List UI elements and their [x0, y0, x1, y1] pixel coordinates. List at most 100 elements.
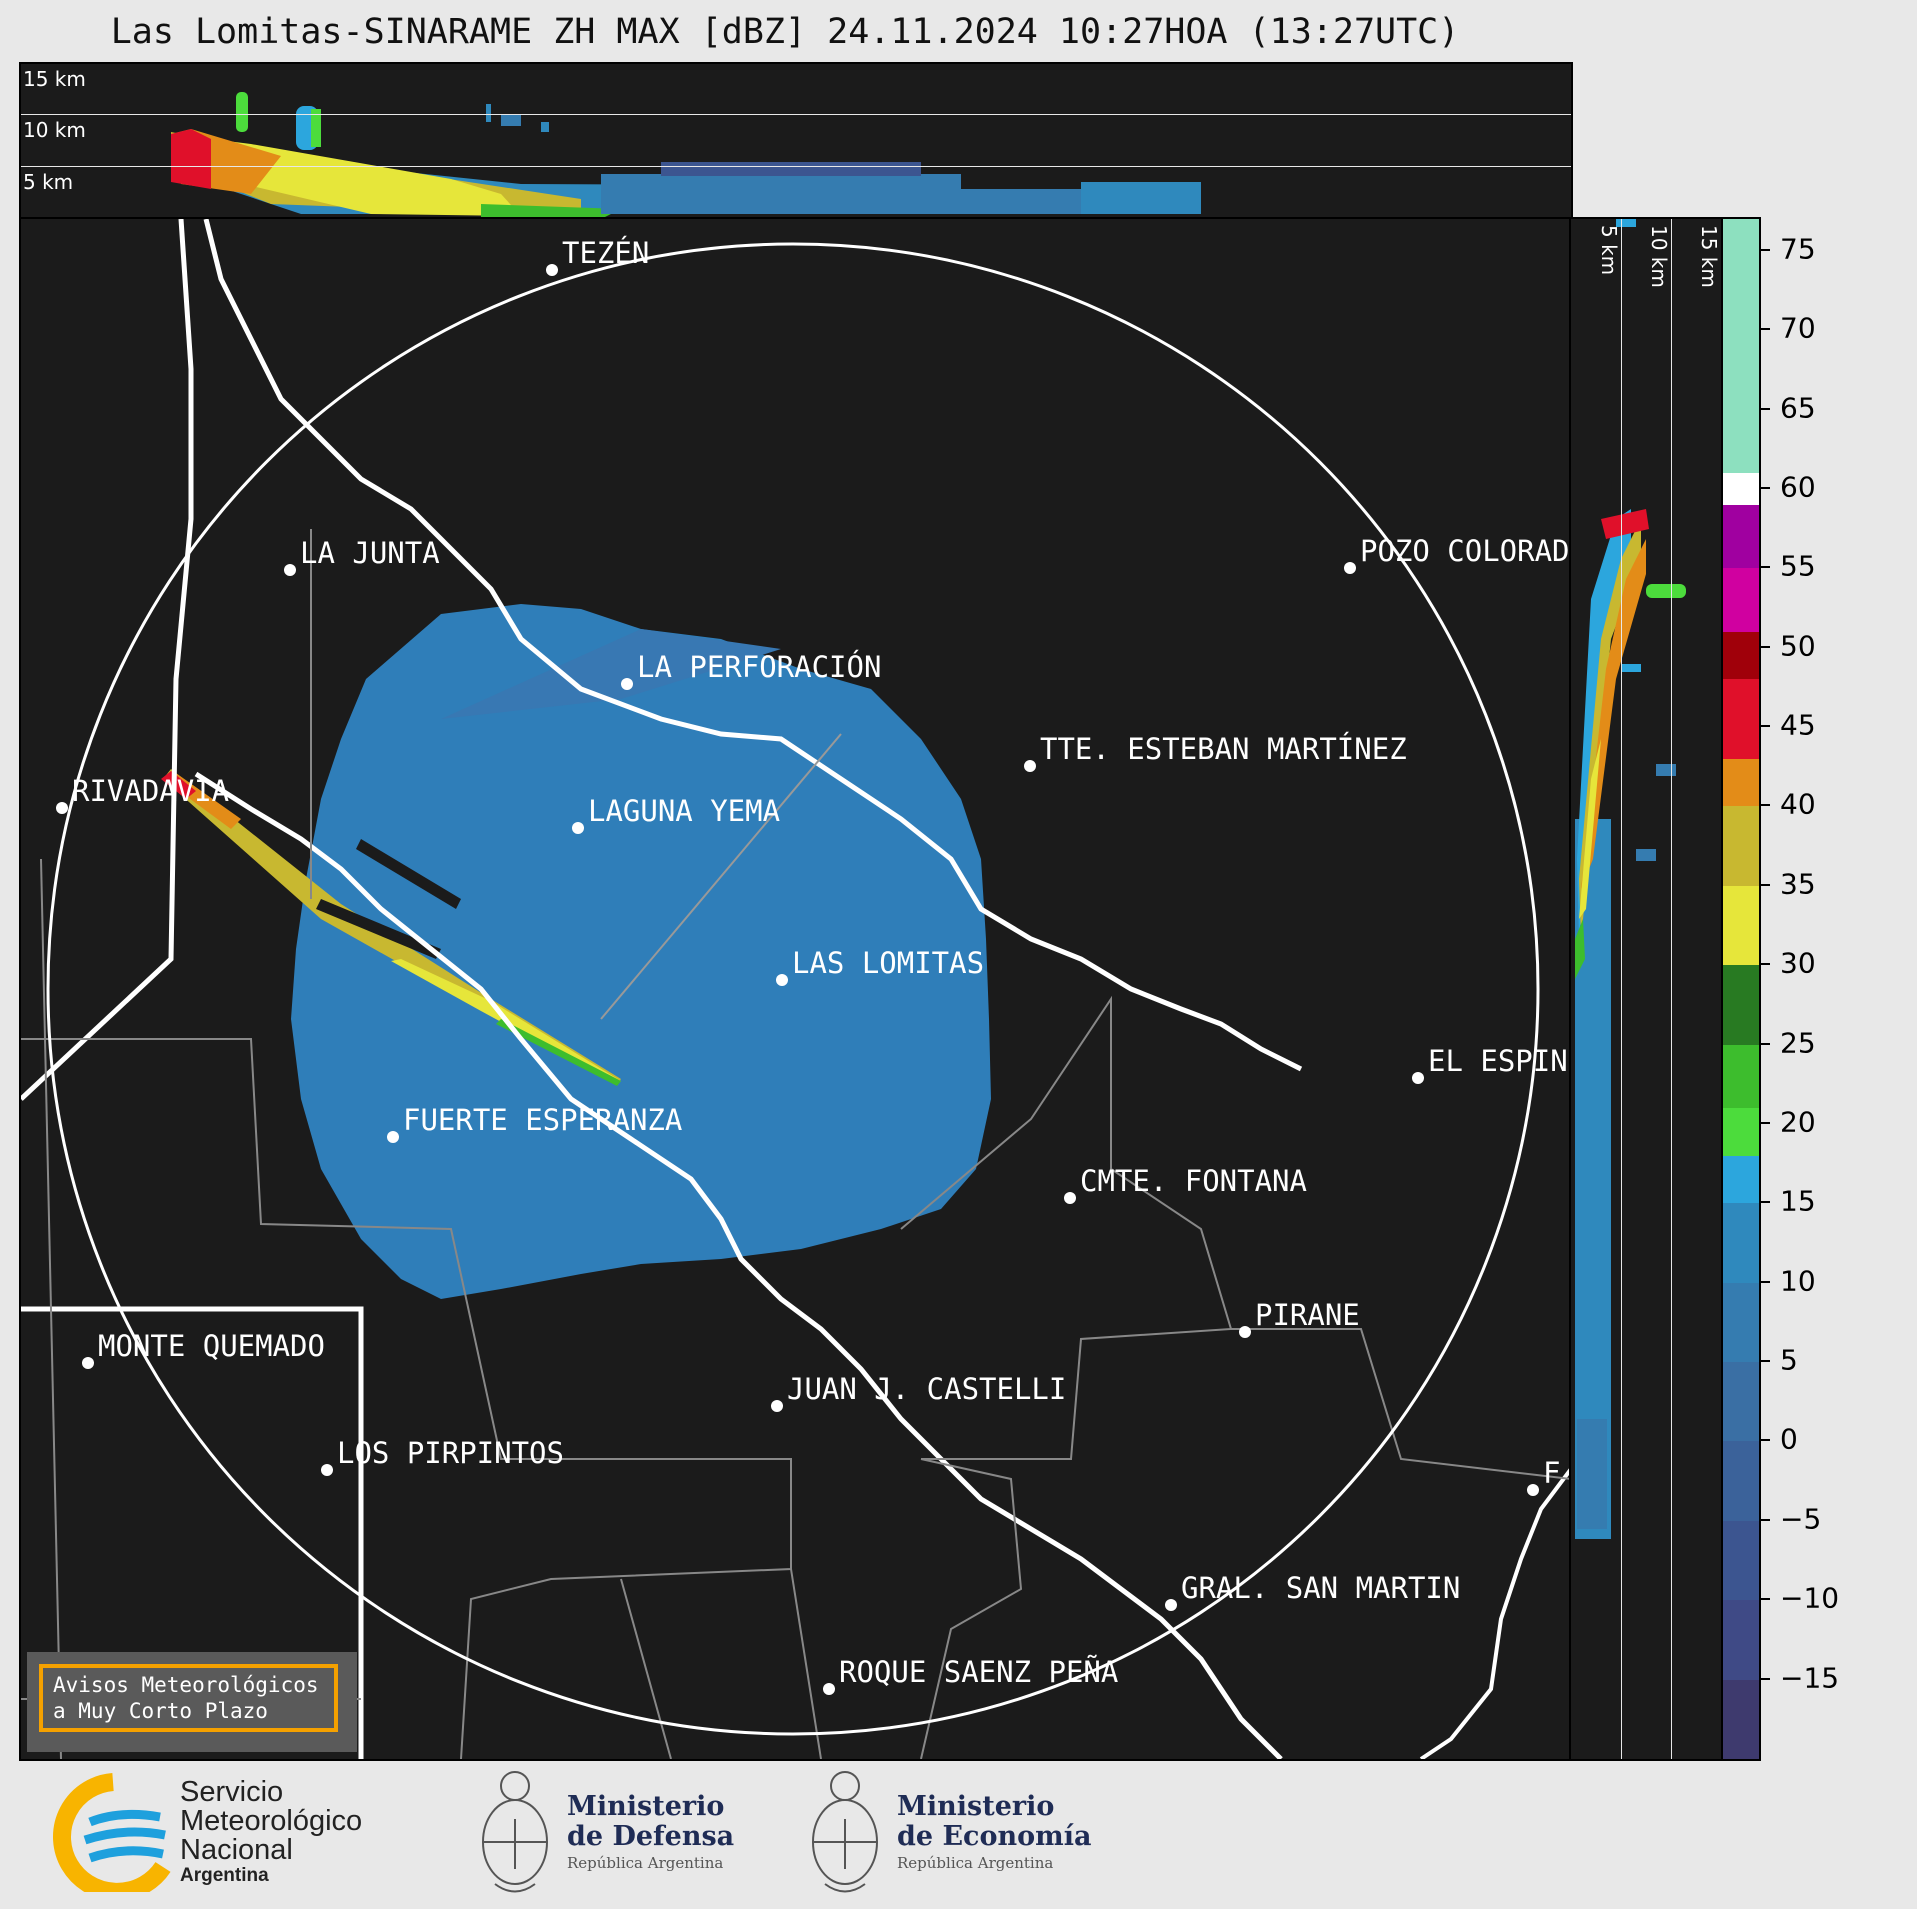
- colorbar-tick-label: 30: [1780, 946, 1816, 980]
- side-altitude-label-5km: 5 km: [1597, 225, 1621, 276]
- place-label: MONTE QUEMADO: [98, 1329, 325, 1363]
- colorbar-segment: [1723, 1679, 1759, 1759]
- place-dot: [776, 974, 788, 986]
- colorbar-tick: [1760, 1121, 1770, 1124]
- alert-line-2: a Muy Corto Plazo: [53, 1699, 268, 1723]
- colorbar-tick: [1760, 804, 1770, 807]
- place-dot: [1527, 1484, 1539, 1496]
- colorbar-segment: [1723, 965, 1759, 1045]
- place-dot: [1064, 1192, 1076, 1204]
- place-label: LA JUNTA: [300, 536, 440, 570]
- place-dot: [1344, 562, 1356, 574]
- top-height-profile: 15 km 10 km 5 km: [19, 62, 1573, 222]
- colorbar-tick: [1760, 1518, 1770, 1521]
- place-label: PIRANE: [1255, 1298, 1360, 1332]
- colorbar-tick: [1760, 1042, 1770, 1045]
- place-dot: [321, 1464, 333, 1476]
- top-echo-profile: [171, 92, 1201, 219]
- colorbar-tick-label: 10: [1780, 1264, 1816, 1298]
- colorbar-tick: [1760, 883, 1770, 886]
- place-label: TEZÉN: [562, 236, 650, 270]
- place-dot: [572, 822, 584, 834]
- side-altitude-label-10km: 10 km: [1647, 225, 1671, 288]
- colorbar-ticks: 75 70 65 60 55 50 45 40 35 30 25 20 15 10 5 0 −5 −10 −15: [1760, 217, 1860, 1757]
- colorbar-tick: [1760, 725, 1770, 728]
- place-label: JUAN J. CASTELLI: [787, 1372, 1067, 1406]
- altitude-line-10km-vertical: [1671, 219, 1672, 1759]
- defensa-line-1: Ministerio: [567, 1791, 725, 1822]
- smn-logo-icon: [53, 1773, 171, 1892]
- radar-map: [19, 217, 1573, 1761]
- place-dot: [771, 1400, 783, 1412]
- colorbar-segment: [1723, 1155, 1759, 1204]
- colorbar-segment: [1723, 1441, 1759, 1521]
- colorbar-tick-label: 0: [1780, 1422, 1798, 1456]
- place-dot: [1239, 1326, 1251, 1338]
- colorbar-tick-label: 50: [1780, 629, 1816, 663]
- place-dot: [284, 564, 296, 576]
- economia-line-3: República Argentina: [897, 1854, 1054, 1872]
- colorbar-segment: [1723, 473, 1759, 505]
- colorbar-tick: [1760, 407, 1770, 410]
- place-label: GRAL. SAN MARTIN: [1181, 1571, 1461, 1605]
- colorbar-tick: [1760, 566, 1770, 569]
- colorbar-tick-label: 20: [1780, 1105, 1816, 1139]
- colorbar-tick: [1760, 1280, 1770, 1283]
- colorbar-tick-label: −10: [1780, 1581, 1840, 1615]
- side-altitude-label-15km: 15 km: [1697, 225, 1721, 288]
- economia-emblem-icon: [812, 1771, 878, 1893]
- colorbar-tick-label: 45: [1780, 708, 1816, 742]
- map-geometry: [21, 219, 1571, 1759]
- colorbar-tick: [1760, 486, 1770, 489]
- place-label: LOS PIRPINTOS: [337, 1436, 564, 1470]
- colorbar-segment: [1723, 504, 1759, 569]
- colorbar-tick-label: 55: [1780, 549, 1816, 583]
- colorbar-tick: [1760, 328, 1770, 331]
- colorbar-tick: [1760, 1598, 1770, 1601]
- place-label: POZO COLORAD: [1360, 534, 1570, 568]
- place-label: LAGUNA YEMA: [588, 794, 781, 828]
- colorbar-segment: [1723, 219, 1759, 474]
- place-dot: [387, 1131, 399, 1143]
- place-dot: [823, 1683, 835, 1695]
- alert-frame: Avisos Meteorológicos a Muy Corto Plazo: [39, 1664, 338, 1732]
- side-height-profile: 5 km 10 km 15 km: [1569, 217, 1725, 1761]
- colorbar-segment: [1723, 806, 1759, 886]
- colorbar-segment: [1723, 1520, 1759, 1601]
- colorbar-tick: [1760, 1439, 1770, 1442]
- colorbar-tick-label: 25: [1780, 1026, 1816, 1060]
- radar-echo-area: [291, 604, 991, 1299]
- economia-line-1: Ministerio: [897, 1791, 1055, 1822]
- place-label: FUERTE ESPERANZA: [403, 1103, 683, 1137]
- colorbar-tick-label: 60: [1780, 470, 1816, 504]
- colorbar-tick-label: −5: [1780, 1502, 1822, 1536]
- colorbar-segment: [1723, 1044, 1759, 1109]
- cross-section-line: [600, 733, 842, 1020]
- smn-name-line-3: Nacional: [180, 1834, 293, 1866]
- map-title: Las Lomitas-SINARAME ZH MAX [dBZ] 24.11.…: [110, 12, 1460, 52]
- defensa-emblem-icon: [482, 1771, 548, 1893]
- colorbar: [1721, 217, 1761, 1761]
- colorbar-tick: [1760, 1201, 1770, 1204]
- colorbar-tick-label: −15: [1780, 1661, 1840, 1695]
- colorbar-segment: [1723, 568, 1759, 632]
- colorbar-segment: [1723, 1108, 1759, 1156]
- colorbar-segment: [1723, 631, 1759, 680]
- radar-range-ring: [46, 242, 1540, 1736]
- place-dot: [621, 678, 633, 690]
- economia-line-2: de Economía: [897, 1821, 1092, 1852]
- colorbar-tick-label: 35: [1780, 867, 1816, 901]
- altitude-label-5km: 5 km: [23, 170, 74, 194]
- altitude-line-10km: [21, 114, 1571, 115]
- smn-name-line-2: Meteorológico: [180, 1805, 363, 1837]
- altitude-label-10km: 10 km: [23, 118, 86, 142]
- colorbar-tick-label: 65: [1780, 391, 1816, 424]
- footer-logos: Servicio Meteorológico Nacional Argentin…: [0, 1760, 1917, 1909]
- colorbar-tick: [1760, 1677, 1770, 1680]
- colorbar-segment: [1723, 758, 1759, 807]
- colorbar-tick-label: 75: [1780, 232, 1816, 266]
- colorbar-segment: [1723, 1203, 1759, 1283]
- place-dot: [82, 1357, 94, 1369]
- place-dot: [1412, 1072, 1424, 1084]
- colorbar-segment: [1723, 1600, 1759, 1680]
